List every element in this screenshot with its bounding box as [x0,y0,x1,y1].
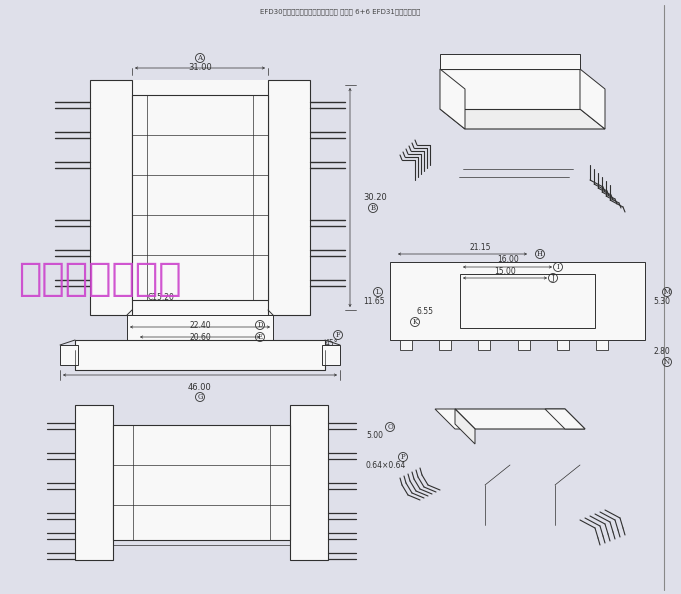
Text: M: M [663,288,671,296]
Text: A: A [197,54,202,62]
Bar [75,405,113,560]
Bar [400,340,412,350]
Bar [90,80,310,315]
Bar [60,345,78,365]
Text: 15.00: 15.00 [494,267,516,276]
Polygon shape [435,409,475,429]
Polygon shape [455,409,585,429]
Text: C15.20: C15.20 [148,293,175,302]
Text: N: N [664,358,670,366]
Text: 2.80: 2.80 [653,347,669,356]
Text: E: E [257,333,262,341]
Polygon shape [580,69,605,129]
Text: H: H [537,250,543,258]
Text: L: L [376,288,380,296]
Text: O: O [387,423,393,431]
Bar [518,340,530,350]
Text: EFD30变压器磁芯骨架电源骨架卧式 螃蟹脚 6+6 EFD31电源磁芯骨架: EFD30变压器磁芯骨架电源骨架卧式 螃蟹脚 6+6 EFD31电源磁芯骨架 [260,8,420,15]
Bar [290,405,328,560]
Bar [322,345,340,365]
Bar [556,340,569,350]
Bar [390,262,645,340]
Bar [596,340,608,350]
Polygon shape [440,54,580,69]
Bar [478,340,490,350]
Bar [127,315,273,340]
Text: K: K [413,318,417,326]
Text: 5.30: 5.30 [653,298,670,307]
Text: G: G [197,393,203,401]
Text: 16.00: 16.00 [497,255,519,264]
Text: 31.00: 31.00 [188,64,212,72]
Text: 21.15: 21.15 [469,244,491,252]
Text: 6.55: 6.55 [417,308,434,317]
Polygon shape [440,69,465,129]
Bar [460,274,595,328]
Polygon shape [545,409,585,429]
Bar [90,80,132,315]
Polygon shape [440,109,605,129]
Text: P: P [400,453,405,461]
Text: B: B [370,204,375,212]
Text: 45°: 45° [325,339,338,347]
Text: F: F [336,331,340,339]
Text: 0.64×0.64: 0.64×0.64 [366,460,407,469]
Text: D: D [257,321,263,329]
Bar [113,425,290,540]
Text: 5.00: 5.00 [366,431,383,440]
Bar [268,80,310,315]
Text: 22.40: 22.40 [189,321,211,330]
Text: 琴江河电子商场: 琴江河电子商场 [18,260,182,298]
Text: 11.65: 11.65 [364,298,385,307]
Bar [132,95,268,300]
Text: 30.20: 30.20 [363,194,387,203]
Text: 46.00: 46.00 [188,383,212,391]
Polygon shape [440,69,580,109]
Bar [75,340,325,370]
Text: J: J [552,274,554,282]
Text: I: I [556,263,559,271]
Text: 20.60: 20.60 [189,333,211,342]
Bar [439,340,452,350]
Polygon shape [455,409,475,444]
